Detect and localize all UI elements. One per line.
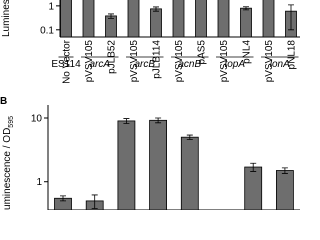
bar [240, 7, 252, 38]
x-tick-label: pNL18 [287, 40, 298, 70]
x-tick-label: pJLB114 [152, 40, 163, 79]
x-tick-label: pVSV105 [174, 40, 185, 83]
group-label: arcA [89, 59, 110, 70]
y-tick-label: 1 [48, 1, 54, 12]
group-label: acnB [178, 59, 201, 70]
bar [244, 166, 263, 210]
error-bar [288, 4, 294, 31]
error-bar [186, 134, 193, 140]
x-tick-label: pVSV105 [129, 40, 140, 83]
panel-label: B [0, 96, 7, 107]
bar [262, 0, 275, 38]
error-bar [153, 6, 159, 12]
y-axis-label-sub: 595 [8, 116, 15, 128]
x-tick-label: pVSV105 [84, 40, 95, 83]
bar [275, 170, 294, 210]
error-bar [123, 118, 130, 124]
error-bar [91, 194, 98, 209]
y-axis-label-main: Luminescence / OD [2, 128, 13, 210]
y-axis-label: Luminescence / OD595 [1, 0, 14, 37]
figure: B Luminescence / OD595 Luminescence / OD… [0, 0, 300, 210]
bar [180, 136, 199, 210]
group-label: ES114 [51, 59, 81, 70]
error-bar [108, 13, 114, 19]
bar [117, 120, 136, 210]
error-bar [60, 195, 66, 202]
error-bar [281, 167, 288, 174]
group-label: topA [224, 59, 245, 70]
y-tick-label: 10 [31, 114, 43, 125]
bar [105, 15, 117, 38]
bar [82, 0, 95, 38]
bar [217, 0, 230, 38]
error-bar [243, 6, 249, 11]
error-bar [155, 117, 162, 124]
error-bar [250, 162, 257, 172]
group-label: lonA [270, 59, 290, 70]
y-tick-label: 1 [36, 177, 42, 188]
x-tick-label: pVSV105 [219, 40, 230, 83]
y-tick-label: 0.1 [40, 25, 54, 36]
group-label: arcB [134, 59, 155, 70]
x-tick-label: pNL4 [242, 40, 253, 64]
x-tick-label: No Vector [62, 39, 73, 84]
bar [149, 119, 168, 210]
y-axis-label: Luminescence / OD595 [2, 116, 15, 210]
bar [172, 0, 185, 38]
x-tick-label: pVSV105 [264, 40, 275, 83]
x-tick-label: pAS5 [197, 40, 208, 65]
y-axis-label-main: Luminescence / OD [1, 0, 12, 37]
bar [127, 0, 140, 38]
bar [195, 0, 207, 38]
bar [150, 8, 162, 38]
bar [60, 0, 72, 38]
